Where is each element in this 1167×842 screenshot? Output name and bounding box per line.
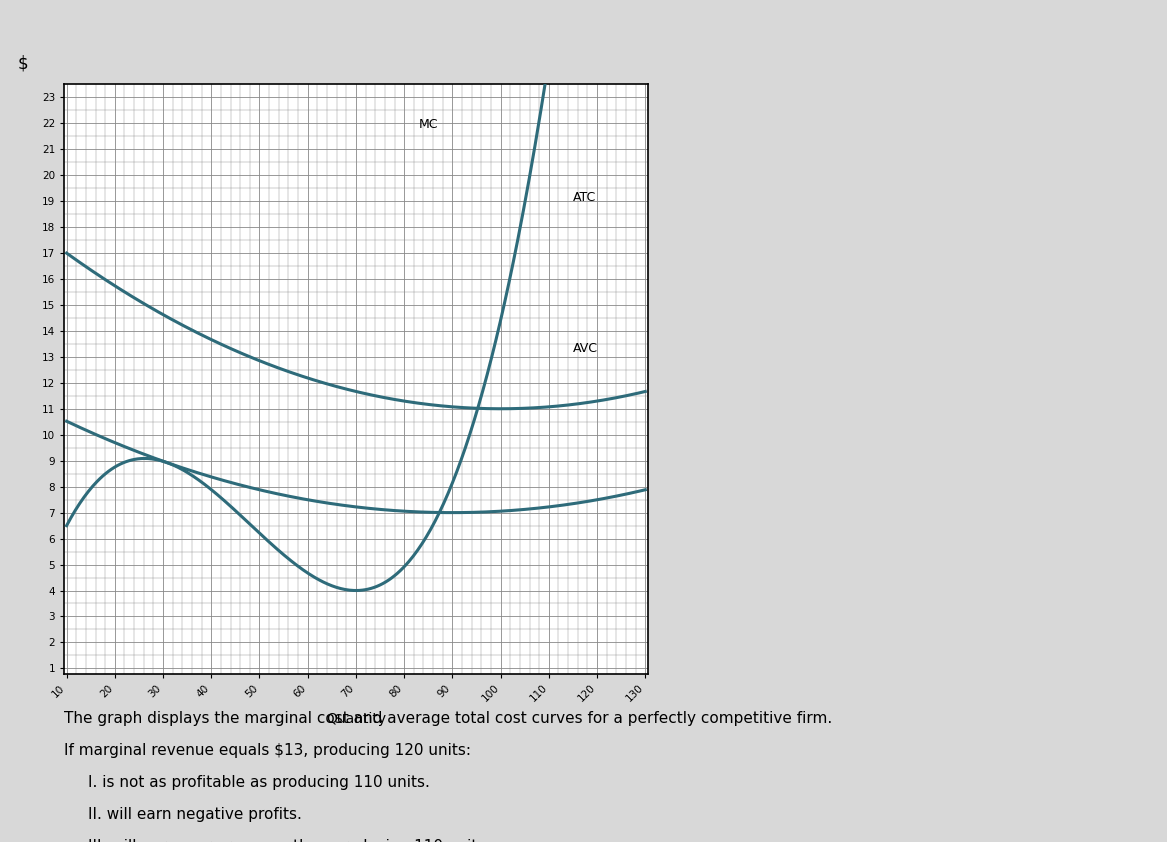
Text: AVC: AVC	[573, 342, 598, 354]
Text: If marginal revenue equals $13, producing 120 units:: If marginal revenue equals $13, producin…	[64, 743, 471, 759]
Text: I. is not as profitable as producing 110 units.: I. is not as profitable as producing 110…	[88, 775, 429, 791]
Text: II. will earn negative profits.: II. will earn negative profits.	[88, 807, 301, 823]
X-axis label: Quantity: Quantity	[326, 712, 386, 726]
Text: MC: MC	[419, 119, 438, 131]
Text: ATC: ATC	[573, 191, 596, 204]
Text: $: $	[18, 55, 29, 72]
Text: III. will earn more revenue than producing 110 units.: III. will earn more revenue than produci…	[88, 839, 490, 842]
Text: The graph displays the marginal cost and average total cost curves for a perfect: The graph displays the marginal cost and…	[64, 711, 832, 727]
